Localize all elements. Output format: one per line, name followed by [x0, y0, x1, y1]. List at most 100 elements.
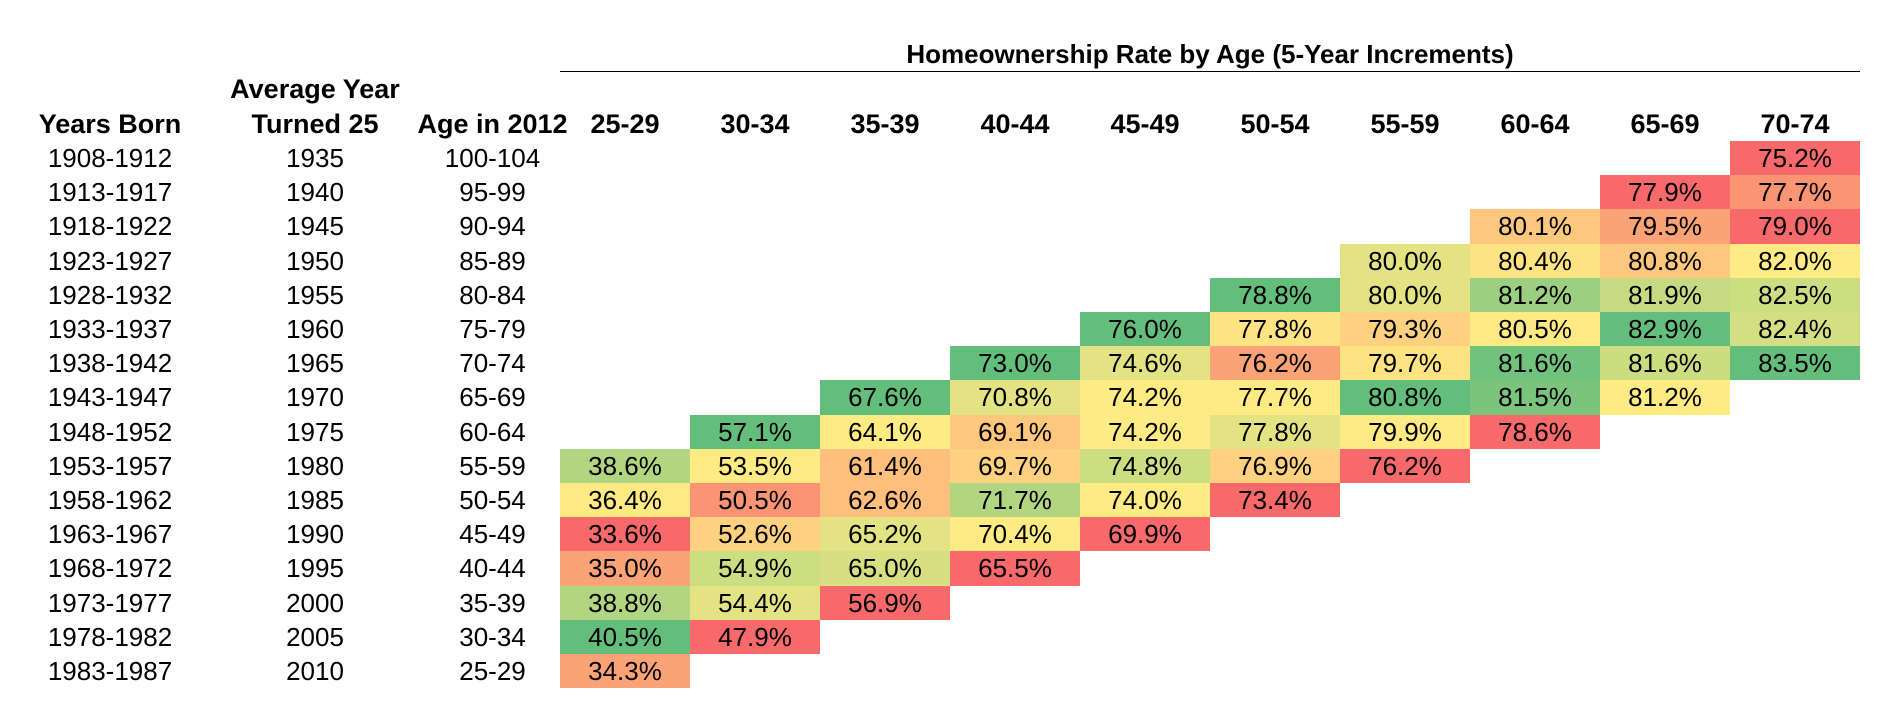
row-age-2012: 95-99	[459, 177, 526, 208]
row-years-born: 1953-1957	[47, 450, 173, 481]
row-year-turned-25: 2000	[286, 587, 344, 618]
row-years-born: 1918-1922	[47, 211, 173, 242]
heatmap-cell: 81.9%	[1600, 277, 1730, 312]
row-age-2012: 100-104	[444, 143, 541, 173]
heatmap-cell: 76.2%	[1210, 346, 1340, 381]
column-header-50-54: 50-54	[1240, 109, 1310, 139]
row-age-2012: 70-74	[459, 348, 526, 379]
heatmap-cell: 81.5%	[1470, 380, 1600, 415]
heatmap-cell: 36.4%	[560, 483, 690, 518]
heatmap-cell: 82.4%	[1730, 312, 1860, 347]
heatmap-cell: 67.6%	[820, 380, 950, 415]
heatmap-cell: 80.8%	[1340, 380, 1470, 415]
heatmap-cell: 74.2%	[1080, 414, 1210, 449]
row-years-born: 1908-1912	[47, 143, 173, 173]
heatmap-cell: 69.9%	[1080, 517, 1210, 552]
row-years-born: 1933-1937	[47, 314, 173, 344]
column-header-65-69: 65-69	[1630, 109, 1700, 139]
heatmap-cell: 56.9%	[820, 585, 950, 620]
title-underline	[560, 71, 1860, 72]
table-title: Homeownership Rate by Age (5-Year Increm…	[906, 39, 1514, 69]
column-header-70-74: 70-74	[1760, 109, 1830, 139]
heatmap-cell: 52.6%	[690, 517, 820, 552]
heatmap-cell: 33.6%	[560, 517, 690, 552]
heatmap-cell: 75.2%	[1730, 141, 1860, 176]
row-years-born: 1923-1927	[47, 245, 173, 276]
heatmap-cell: 38.6%	[560, 448, 690, 483]
heatmap-cell: 80.8%	[1600, 243, 1730, 278]
row-years-born: 1928-1932	[47, 279, 173, 310]
row-year-turned-25: 1965	[286, 348, 344, 379]
heatmap-cell: 65.2%	[820, 517, 950, 552]
row-years-born: 1958-1962	[47, 485, 173, 515]
row-years-born: 1948-1952	[47, 416, 173, 447]
heatmap-cell: 79.7%	[1340, 346, 1470, 381]
heatmap-cell: 80.5%	[1470, 312, 1600, 347]
heatmap-cell: 77.8%	[1210, 414, 1340, 449]
heatmap-cell: 61.4%	[820, 448, 950, 483]
row-years-born: 1978-1982	[47, 621, 173, 652]
header-years-born: Years Born	[38, 109, 182, 139]
row-years-born: 1963-1967	[47, 519, 173, 550]
heatmap-cell: 70.4%	[950, 517, 1080, 552]
column-header-35-39: 35-39	[850, 109, 920, 139]
row-year-turned-25: 1970	[286, 382, 344, 413]
row-year-turned-25: 2005	[286, 621, 344, 652]
column-header-60-64: 60-64	[1500, 109, 1570, 139]
heatmap-cell: 80.1%	[1470, 209, 1600, 244]
row-year-turned-25: 2010	[286, 656, 344, 686]
heatmap-cell: 77.7%	[1730, 175, 1860, 210]
heatmap-cell: 38.8%	[560, 585, 690, 620]
row-years-born: 1938-1942	[47, 348, 173, 379]
heatmap-cell: 54.4%	[690, 585, 820, 620]
heatmap-cell: 83.5%	[1730, 346, 1860, 381]
heatmap-cell: 65.5%	[950, 551, 1080, 586]
row-age-2012: 75-79	[459, 314, 526, 344]
header-age-in-2012: Age in 2012	[417, 109, 568, 139]
row-year-turned-25: 1980	[286, 450, 344, 481]
heatmap-cell: 54.9%	[690, 551, 820, 586]
heatmap-cell: 57.1%	[690, 414, 820, 449]
heatmap-cell: 62.6%	[820, 483, 950, 518]
row-year-turned-25: 1975	[286, 416, 344, 447]
heatmap-cell: 79.0%	[1730, 209, 1860, 244]
heatmap-cell: 65.0%	[820, 551, 950, 586]
heatmap-cell: 69.7%	[950, 448, 1080, 483]
heatmap-cell: 74.8%	[1080, 448, 1210, 483]
heatmap-cell: 69.1%	[950, 414, 1080, 449]
row-years-born: 1943-1947	[47, 382, 173, 413]
heatmap-cell: 76.9%	[1210, 448, 1340, 483]
row-age-2012: 55-59	[459, 450, 526, 481]
heatmap-cell: 79.3%	[1340, 312, 1470, 347]
heatmap-cell: 77.8%	[1210, 312, 1340, 347]
heatmap-cell: 77.9%	[1600, 175, 1730, 210]
heatmap-cell: 81.2%	[1600, 380, 1730, 415]
row-year-turned-25: 1940	[286, 177, 344, 208]
heatmap-cell: 73.0%	[950, 346, 1080, 381]
header-average-year-line2: Turned 25	[251, 109, 379, 139]
heatmap-cell: 53.5%	[690, 448, 820, 483]
row-year-turned-25: 1985	[286, 485, 344, 515]
heatmap-cell: 78.6%	[1470, 414, 1600, 449]
row-years-born: 1968-1972	[47, 553, 173, 584]
heatmap-cell: 82.0%	[1730, 243, 1860, 278]
row-year-turned-25: 1950	[286, 245, 344, 276]
heatmap-cell: 80.0%	[1340, 243, 1470, 278]
heatmap-cell: 81.6%	[1470, 346, 1600, 381]
row-year-turned-25: 1995	[286, 553, 344, 584]
row-years-born: 1913-1917	[47, 177, 173, 208]
heatmap-cell: 71.7%	[950, 483, 1080, 518]
heatmap-cell: 73.4%	[1210, 483, 1340, 518]
row-year-turned-25: 1960	[286, 314, 344, 344]
heatmap-cell: 80.4%	[1470, 243, 1600, 278]
heatmap-cell: 80.0%	[1340, 277, 1470, 312]
heatmap-cell: 70.8%	[950, 380, 1080, 415]
column-header-45-49: 45-49	[1110, 109, 1180, 139]
column-header-30-34: 30-34	[720, 109, 790, 139]
row-year-turned-25: 1990	[286, 519, 344, 550]
row-year-turned-25: 1955	[286, 279, 344, 310]
row-years-born: 1973-1977	[47, 587, 173, 618]
heatmap-cell: 40.5%	[560, 619, 690, 654]
heatmap-cell: 74.0%	[1080, 483, 1210, 518]
